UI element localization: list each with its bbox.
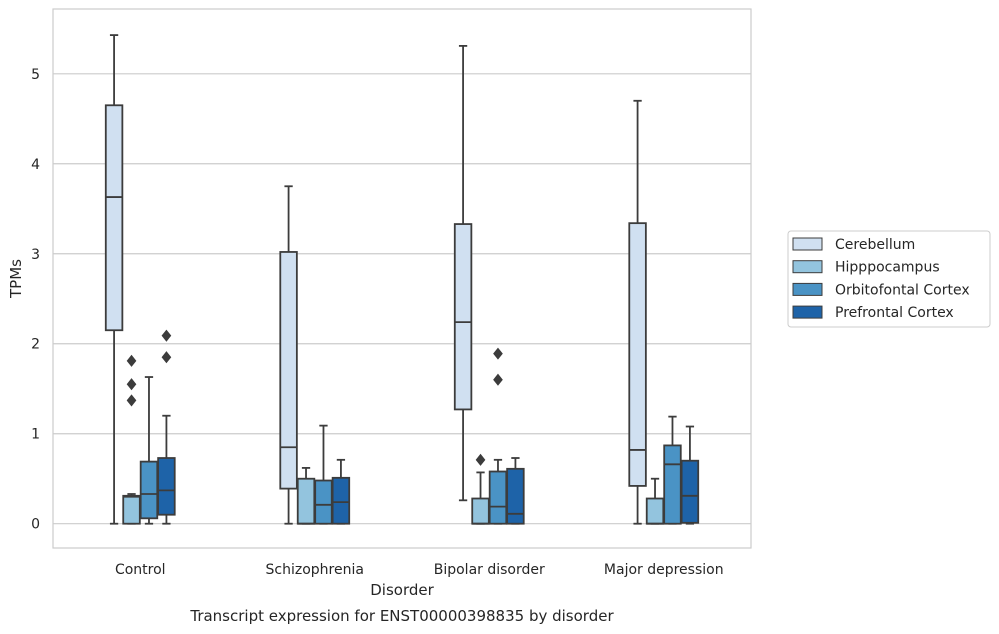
box-cerebellum [104,34,124,525]
box-body [680,459,700,524]
box-layer [104,34,700,525]
box-prefrontal-cortex [157,329,176,525]
box-hipppocampus [122,354,141,525]
chart-title: Transcript expression for ENST0000039883… [189,607,614,625]
x-tick-label: Major depression [604,562,724,578]
box-body [139,460,159,520]
x-tick-label: Schizophrenia [266,562,364,578]
box-body [663,444,682,525]
legend-label: Hipppocampus [835,260,940,276]
box-body [453,223,473,411]
outlier-point [126,378,137,391]
legend-label: Prefrontal Cortex [835,305,954,321]
box-hipppocampus [645,477,665,525]
box-body [628,222,647,487]
box-prefrontal-cortex [506,457,525,525]
outlier-point [493,373,503,386]
y-tick-label: 2 [31,337,40,353]
legend-swatch [792,237,823,251]
outlier-point [161,329,172,342]
y-tick-label: 5 [31,67,40,83]
box-body [471,497,490,525]
box-body [506,467,525,525]
x-tick-labels: Control Schizophrenia Bipolar disorder Majo… [115,562,724,578]
y-axis-label: TPMs [7,259,25,299]
outlier-point [126,354,137,367]
outlier-point [126,394,137,407]
legend-label: Orbitofontal Cortex [835,282,970,298]
box-orbitofontal-cortex [314,424,333,525]
y-tick-labels: 0 1 2 3 4 5 [31,67,40,533]
legend-swatch [792,305,823,319]
legend-swatch [792,260,823,274]
outlier-point [475,453,486,466]
box-orbitofontal-cortex [488,347,508,525]
y-tick-label: 4 [31,157,40,173]
x-tick-label: Bipolar disorder [434,562,545,578]
box-orbitofontal-cortex [139,376,159,525]
y-tick-label: 3 [31,247,40,263]
box-body [488,470,508,525]
legend: Cerebellum Hipppocampus Orbitofontal Corte… [787,230,991,328]
box-body [314,479,333,525]
legend-label: Cerebellum [835,237,915,253]
box-cerebellum [628,99,647,525]
plot-frame [52,8,752,549]
y-tick-label: 1 [31,427,40,443]
box-body [331,476,351,525]
outlier-point [493,347,503,360]
box-hipppocampus [296,467,316,525]
box-body [104,104,124,332]
box-prefrontal-cortex [331,458,351,525]
box-cerebellum [453,44,473,502]
box-body [296,477,316,525]
box-prefrontal-cortex [680,425,700,525]
y-tick-label: 0 [31,517,40,533]
box-orbitofontal-cortex [663,415,682,525]
box-body [122,494,141,525]
x-axis-label: Disorder [370,581,434,599]
box-body [157,457,176,516]
x-tick-label: Control [115,562,166,578]
outlier-point [161,351,172,364]
box-body [645,497,665,525]
box-cerebellum [279,185,298,525]
box-body [279,251,298,490]
legend-swatch [792,282,823,296]
box-hipppocampus [471,453,490,525]
legend-frame [787,230,991,328]
